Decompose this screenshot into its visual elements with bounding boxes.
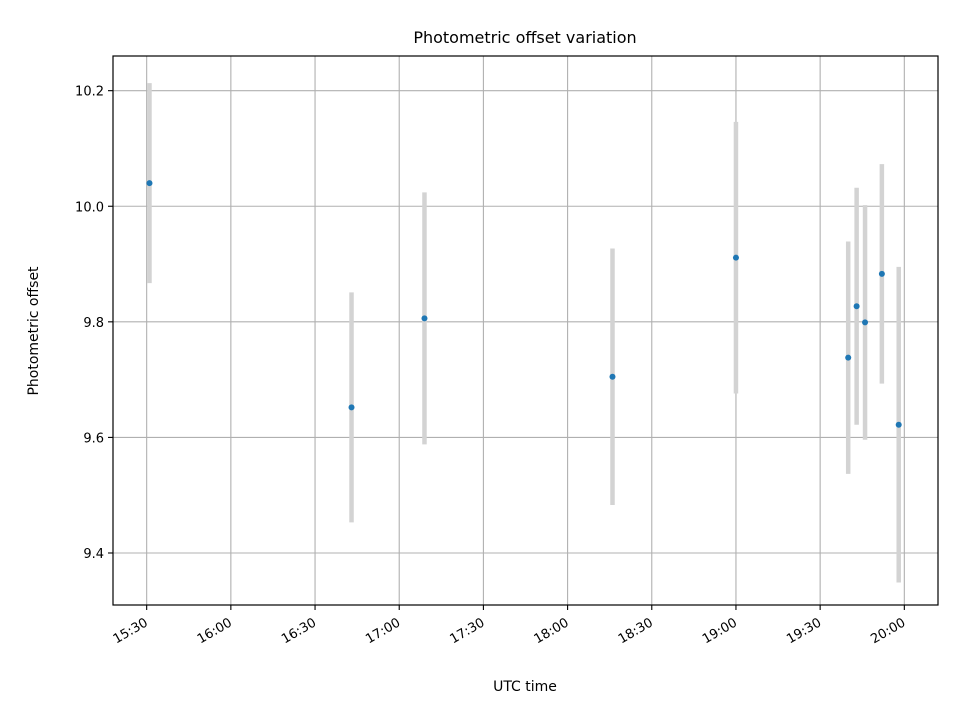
y-tick-label: 9.8 bbox=[83, 316, 104, 331]
y-tick-label: 9.4 bbox=[83, 547, 104, 562]
data-point bbox=[845, 354, 852, 361]
data-point bbox=[878, 270, 885, 277]
chart-title: Photometric offset variation bbox=[413, 28, 636, 47]
data-point bbox=[895, 421, 902, 428]
data-point bbox=[732, 254, 739, 261]
y-axis-label: Photometric offset bbox=[26, 266, 42, 396]
x-axis-label: UTC time bbox=[493, 679, 557, 695]
data-points bbox=[146, 180, 902, 428]
data-point bbox=[609, 373, 616, 380]
y-axis-ticks: 9.4 9.6 9.8 10.0 10.2 bbox=[75, 85, 113, 562]
grid bbox=[113, 56, 938, 605]
data-point bbox=[853, 303, 860, 310]
data-point bbox=[862, 319, 869, 326]
y-tick-label: 9.6 bbox=[83, 431, 104, 446]
data-point bbox=[348, 404, 355, 411]
y-tick-label: 10.2 bbox=[75, 85, 104, 100]
data-point bbox=[146, 180, 153, 187]
y-tick-label: 10.0 bbox=[75, 200, 104, 215]
data-point bbox=[421, 315, 428, 322]
plot-frame bbox=[112, 55, 939, 606]
